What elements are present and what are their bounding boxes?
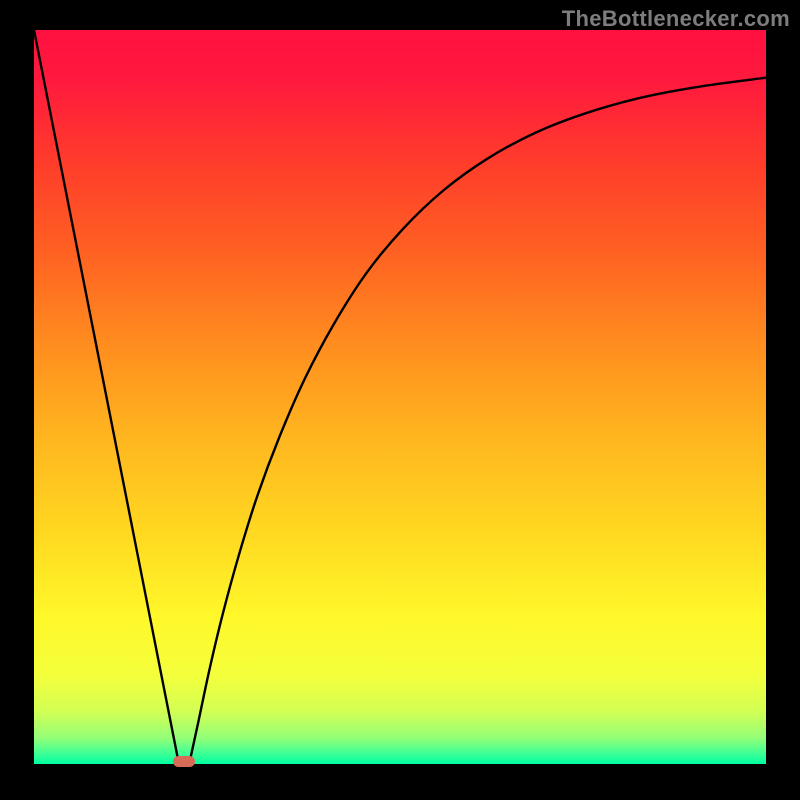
watermark-text: TheBottlenecker.com [562,6,790,32]
dip-marker [173,756,195,767]
plot-svg [34,30,766,764]
curve-left-segment [34,30,179,764]
chart-container: TheBottlenecker.com [0,0,800,800]
curve-right-segment [189,78,766,764]
gradient-plot-area [34,30,766,764]
